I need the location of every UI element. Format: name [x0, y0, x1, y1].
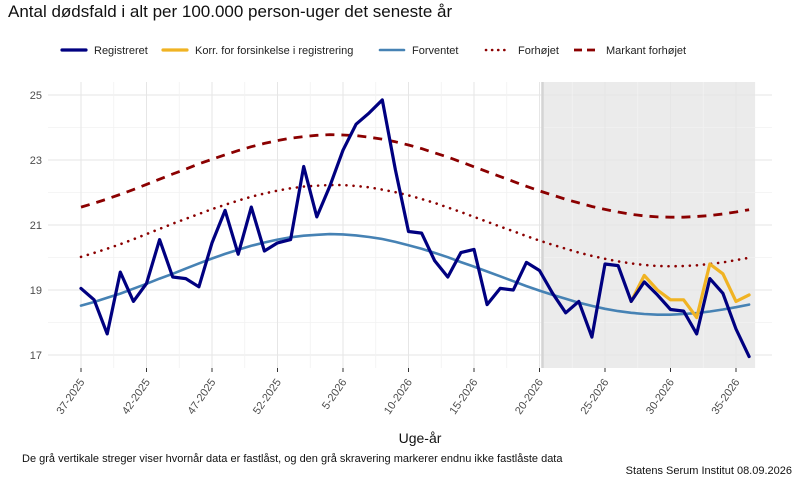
y-axis: 17 19 21 23 25	[30, 90, 42, 362]
y-tick-label: 21	[30, 220, 42, 232]
x-tick-label: 10-2026	[382, 377, 415, 417]
y-tick-label: 25	[30, 90, 42, 102]
series-line-1	[629, 262, 751, 320]
caption: De grå vertikale streger viser hvornår d…	[22, 453, 563, 465]
legend-label-0: Registreret	[94, 45, 148, 57]
x-tick-label: 47-2025	[185, 377, 218, 417]
legend: Registreret Korr. for forsinkelse i regis…	[60, 45, 686, 57]
y-tick-label: 17	[30, 350, 42, 362]
series-line-3	[79, 183, 751, 268]
x-tick-label: 25-2026	[578, 377, 611, 417]
x-tick-label: 37-2025	[54, 377, 87, 417]
source: Statens Serum Institut 08.09.2026	[626, 465, 792, 477]
x-tick-label: 30-2026	[644, 377, 677, 417]
y-tick-label: 19	[30, 285, 42, 297]
series-line-0	[79, 98, 751, 359]
x-tick-label: 42-2025	[120, 377, 153, 417]
legend-label-3: Forhøjet	[518, 45, 559, 57]
chart-title: Antal dødsfald i alt per 100.000 person-…	[8, 2, 453, 21]
legend-label-1: Korr. for forsinkelse i registrering	[195, 45, 353, 57]
x-tick-label: 5-2026	[320, 377, 349, 412]
series-line-4	[80, 133, 750, 219]
x-tick-label: 52-2025	[251, 377, 284, 417]
x-tick-label: 15-2026	[447, 377, 480, 417]
legend-label-2: Forventet	[412, 45, 458, 57]
x-axis-label: Uge-år	[399, 430, 442, 446]
series-line-2	[79, 232, 751, 316]
x-tick-label: 35-2026	[709, 377, 742, 417]
x-axis: 37-2025 42-2025 47-2025 52-2025 5-2026 10-202…	[54, 368, 742, 417]
legend-label-4: Markant forhøjet	[606, 45, 686, 57]
y-tick-label: 23	[30, 155, 42, 167]
series-layer	[79, 98, 751, 359]
x-tick-label: 20-2026	[513, 377, 546, 417]
